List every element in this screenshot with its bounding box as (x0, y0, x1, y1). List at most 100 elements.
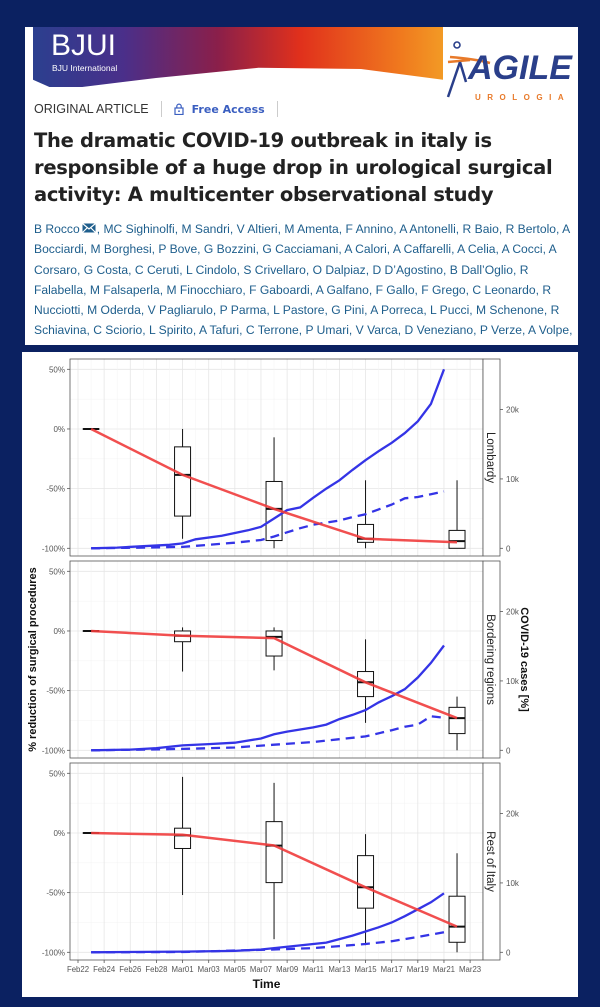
y-right-axis-title: COVID-19 cases [%] (518, 607, 530, 712)
author-link[interactable]: G Cacciamani (262, 242, 339, 257)
author-link[interactable]: A Caffarelli (392, 242, 452, 257)
author-link[interactable]: P Verze (479, 323, 522, 338)
author-link[interactable]: A Tafuri (198, 323, 240, 338)
box (448, 529, 466, 549)
author-link[interactable]: F Gallo (375, 282, 415, 297)
y-right-tick-label: 10k (506, 677, 520, 686)
author-link[interactable]: C Terrone (245, 323, 299, 338)
svg-text:UROLOGIA: UROLOGIA (475, 93, 570, 102)
author-link[interactable]: V Pagliarulo (147, 303, 213, 318)
author-link[interactable]: L Pastore (273, 303, 325, 318)
author-link[interactable]: A Minervini (196, 344, 255, 345)
author-link[interactable]: L Spirito (148, 323, 193, 338)
x-tick-label: Mar05 (224, 965, 247, 974)
author-link[interactable]: MC Sighinolfi (103, 222, 175, 236)
cases-solid-line (91, 892, 445, 954)
box (265, 821, 283, 884)
author-link[interactable]: L Pucci (430, 303, 470, 318)
article-header-card: BJUI BJU International AGILE UROLOGIA OR… (25, 27, 578, 345)
author-link[interactable]: R Baio (462, 222, 499, 236)
y-right-tick-label: 0 (506, 948, 511, 957)
box (448, 706, 466, 735)
author-link[interactable]: L Berti (83, 344, 118, 345)
author-link[interactable]: M Oderda (87, 303, 141, 318)
free-access-badge[interactable]: Free Access (174, 103, 265, 116)
y-right-tick-label: 10k (506, 879, 520, 888)
x-tick-label: Mar03 (198, 965, 220, 974)
reduction-line (91, 831, 458, 928)
author-list: B Rocco, MC Sighinolfi, M Sandri, V Alti… (34, 219, 574, 345)
author-link[interactable]: G Pini (331, 303, 365, 318)
author-link[interactable]: L Cindolo (185, 262, 237, 277)
author-link[interactable]: B Rocco (34, 222, 80, 236)
author-link[interactable]: C Ceruti (134, 262, 180, 277)
y-tick-label: 50% (49, 567, 65, 576)
y-tick-label: 0% (53, 829, 65, 838)
y-tick-label: -100% (42, 544, 65, 553)
author-link[interactable]: P Umari (305, 323, 349, 338)
author-link[interactable]: A Bocciardi (34, 222, 570, 257)
author-link[interactable]: F Annino (345, 222, 394, 236)
author-link[interactable]: F Gaboardi (249, 282, 310, 297)
author-link[interactable]: A Galfano (315, 282, 369, 297)
author-link[interactable]: R Nucciotti (34, 282, 552, 318)
author-link[interactable]: M Borghesi (90, 242, 152, 257)
y-tick-label: 0% (53, 425, 65, 434)
author-link[interactable]: O Dalpiaz (312, 262, 366, 277)
author-link[interactable]: C Leonardo (472, 282, 536, 297)
y-right-tick-label: 0 (506, 746, 511, 755)
box (174, 446, 192, 517)
x-tick-label: Mar19 (407, 965, 429, 974)
y-right-tick-label: 10k (506, 475, 520, 484)
y-tick-label: 50% (49, 365, 65, 374)
author-link[interactable]: M Amenta (284, 222, 339, 236)
box (448, 895, 466, 943)
author-link[interactable]: S Crivellaro (243, 262, 306, 277)
x-tick-label: Feb28 (145, 965, 167, 974)
author-link[interactable]: M Schenone (476, 303, 544, 318)
author-link[interactable]: C Sciorio (93, 323, 143, 338)
journal-logo[interactable]: BJUI (51, 29, 117, 62)
agile-urologia-logo: AGILE UROLOGIA (446, 41, 573, 102)
author-link[interactable]: P Bove (158, 242, 198, 257)
envelope-icon[interactable] (81, 223, 96, 233)
author-link[interactable]: A Celia (457, 242, 496, 257)
y-right-tick-label: 20k (506, 608, 520, 617)
x-tick-label: Feb24 (93, 965, 116, 974)
y-tick-label: -50% (46, 889, 65, 898)
author-link[interactable]: M Sandri (181, 222, 230, 236)
author-link[interactable]: S Zaramella (124, 344, 189, 345)
author-link[interactable]: S Micali (34, 344, 76, 345)
author-link[interactable]: A Cocci (501, 242, 543, 257)
author-link[interactable]: A Porreca (370, 303, 424, 318)
author-link[interactable]: D Veneziano (404, 323, 474, 338)
author-link[interactable]: A Corsaro (34, 242, 557, 277)
article-title: The dramatic COVID-19 outbreak in italy … (34, 129, 553, 206)
author-link[interactable]: G Bozzini (203, 242, 256, 257)
author-link[interactable]: A Antonelli (399, 222, 456, 236)
box (357, 855, 375, 909)
author-link[interactable]: A Volpe (528, 323, 570, 338)
box (265, 630, 283, 657)
x-axis-title: Time (253, 977, 281, 991)
article-type: ORIGINAL ARTICLE (34, 102, 149, 116)
strip-label: Rest of Italy (484, 831, 496, 892)
author-link[interactable]: F Grego (421, 282, 466, 297)
author-link[interactable]: D D’Agostino (372, 262, 444, 277)
author-link[interactable]: R Falabella (34, 262, 529, 297)
author-link[interactable]: B Dall’Oglio (449, 262, 513, 277)
y-tick-label: -50% (46, 687, 65, 696)
author-link[interactable]: A Calori (344, 242, 387, 257)
box (174, 827, 192, 849)
author-link[interactable]: V Varca (355, 323, 398, 338)
author-link[interactable]: P Parma (219, 303, 267, 318)
cases-solid-line (91, 368, 446, 550)
author-link[interactable]: R Schiavina (34, 303, 560, 338)
covid-surgery-chart: Lombardy 50% 0% -50% -100% 0 10k 20k Bordering r… (27, 358, 530, 991)
x-tick-label: Feb26 (119, 965, 141, 974)
author-link[interactable]: V Altieri (236, 222, 278, 236)
author-link[interactable]: G Costa (83, 262, 129, 277)
author-link[interactable]: R Bertolo (505, 222, 556, 236)
author-link[interactable]: M Finocchiaro (166, 282, 243, 297)
author-link[interactable]: M Falsaperla (89, 282, 160, 297)
